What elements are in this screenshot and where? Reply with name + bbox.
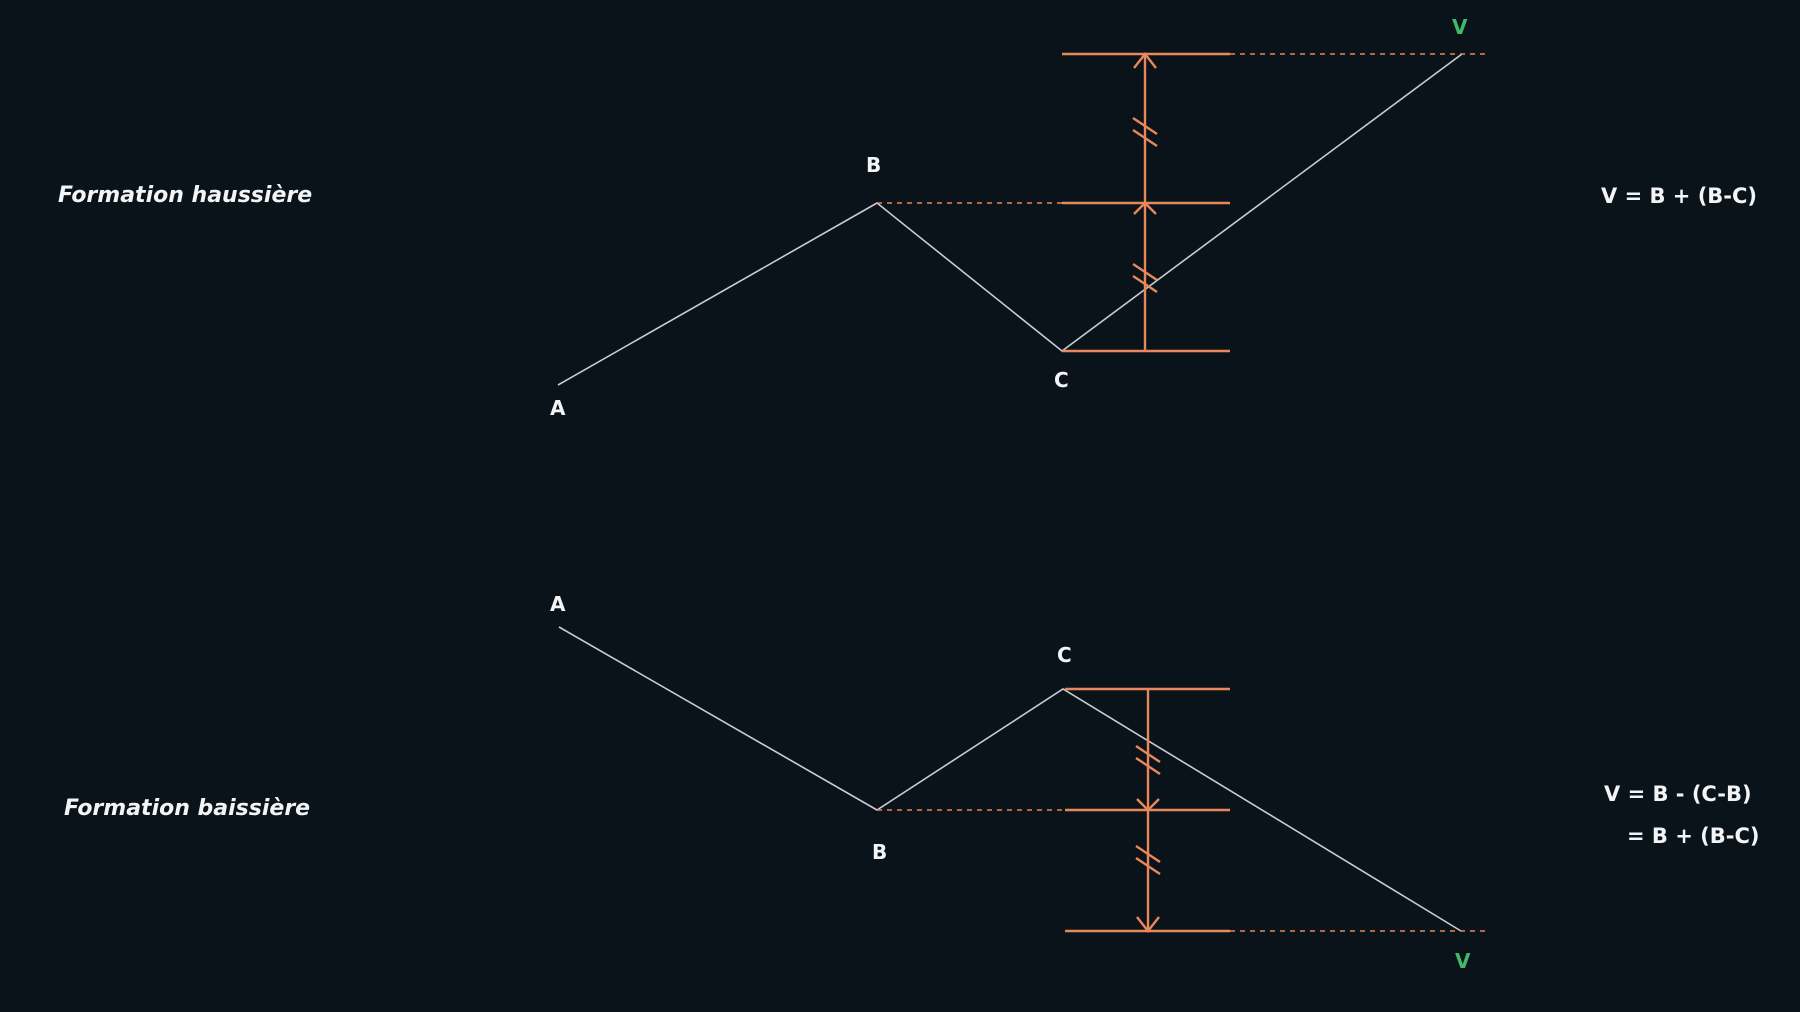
bullish-label-v: V	[1452, 15, 1468, 39]
bearish-formula-line1: V = B - (C-B)	[1604, 782, 1752, 806]
bearish-tick-upper-2	[1135, 757, 1161, 775]
bearish-tick-upper-1	[1135, 745, 1161, 763]
bullish-price-path	[557, 53, 1463, 386]
bearish-label-v: V	[1455, 949, 1471, 973]
bullish-title: Formation haussière	[58, 183, 313, 208]
bullish-label-a: A	[550, 396, 566, 420]
bullish-formula: V = B + (B-C)	[1601, 184, 1758, 208]
bearish-formation: A B C V	[550, 592, 1490, 973]
bearish-title: Formation baissière	[64, 796, 311, 821]
bearish-tick-lower-2	[1135, 857, 1161, 875]
bearish-label-c: C	[1057, 643, 1072, 667]
bearish-tick-lower-1	[1135, 845, 1161, 863]
bullish-tick-upper-2	[1132, 129, 1158, 147]
bullish-arrow-mid-icon	[1133, 201, 1157, 215]
bullish-tick-upper-1	[1132, 117, 1158, 135]
bullish-label-b: B	[866, 153, 881, 177]
bearish-arrow-down-icon	[1136, 916, 1160, 933]
bearish-formula-line2: = B + (B-C)	[1627, 824, 1760, 848]
bearish-label-a: A	[550, 592, 566, 616]
bearish-label-b: B	[872, 840, 887, 864]
bullish-label-c: C	[1054, 368, 1069, 392]
bullish-arrow-up-icon	[1133, 52, 1157, 69]
bearish-price-path	[558, 626, 1462, 932]
bullish-tick-lower-1	[1132, 263, 1158, 281]
bullish-formation: A B C V	[550, 15, 1490, 420]
bearish-arrow-mid-icon	[1136, 798, 1160, 812]
bullish-tick-lower-2	[1132, 275, 1158, 293]
